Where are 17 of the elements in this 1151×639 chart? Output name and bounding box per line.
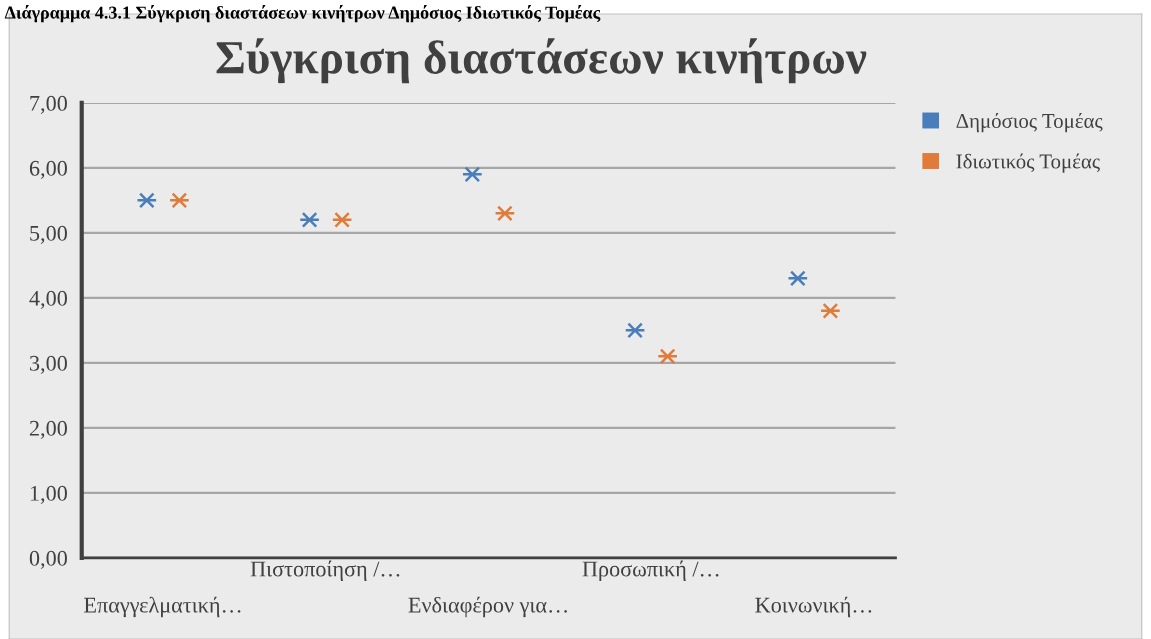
text: Διάγραμμα 4.3.1 Σύγκριση διαστάσεων κινήτρων Δημόσιος Ιδιωτικός Τομέας	[4, 5, 601, 23]
y-tick-label: 7,00	[30, 95, 67, 115]
legend-label: Ιδιωτικός Τομέας	[956, 153, 1100, 173]
legend-label: Δημόσιος Τομέας	[956, 113, 1103, 133]
y-tick-label: 3,00	[30, 355, 67, 374]
chart-title: Σύγκριση διαστάσεων κινήτρων	[216, 38, 867, 84]
x-tick-label: Κοινωνική…	[755, 596, 872, 618]
x-tick-label: Επαγγελματική…	[84, 596, 241, 618]
y-tick-label: 2,00	[29, 420, 67, 439]
y-tick-label: 6,00	[29, 160, 67, 179]
y-tick-label: 4,00	[29, 290, 67, 309]
x-tick-label: Πιστοποίηση /…	[250, 560, 400, 582]
y-tick-label: 5,00	[30, 225, 67, 244]
x-tick-label: Προσωπική /…	[582, 560, 719, 582]
x-tick-label: Ενδιαφέρον για…	[408, 596, 567, 618]
y-tick-label: 0,00	[29, 550, 67, 569]
y-tick-label: 1,00	[30, 485, 67, 504]
